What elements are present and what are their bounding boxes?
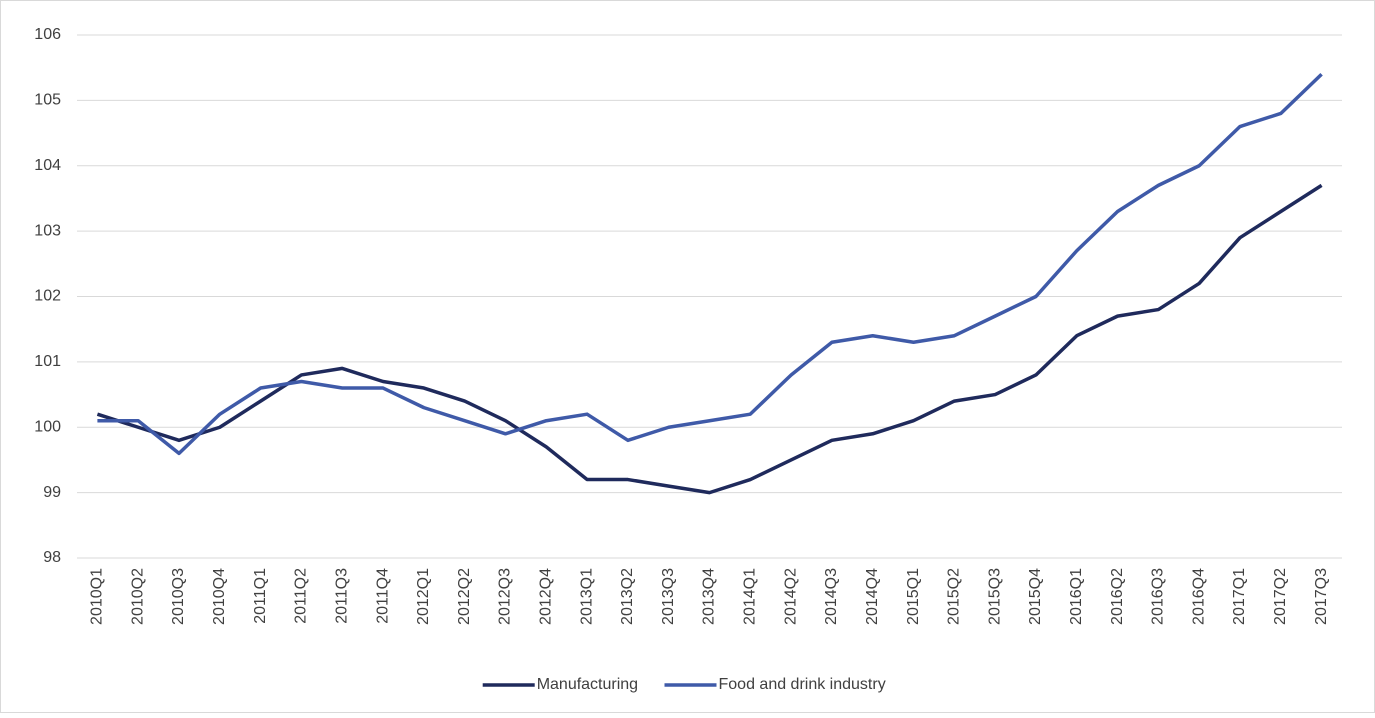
y-tick-label: 106 <box>34 26 61 43</box>
x-tick-label: 2017Q3 <box>1313 568 1330 625</box>
x-tick-label: 2012Q1 <box>415 568 432 625</box>
x-tick-label: 2011Q4 <box>374 568 391 624</box>
x-tick-label: 2014Q2 <box>782 568 799 625</box>
x-tick-label: 2011Q2 <box>293 568 310 624</box>
y-tick-label: 105 <box>34 92 61 109</box>
x-tick-label: 2016Q1 <box>1068 568 1085 625</box>
x-tick-label: 2016Q2 <box>1109 568 1126 625</box>
x-tick-label: 2015Q1 <box>905 568 922 625</box>
series-line <box>96 183 1323 495</box>
y-tick-label: 103 <box>34 222 61 239</box>
legend-label: Food and drink industry <box>719 676 886 693</box>
y-tick-label: 99 <box>43 484 61 501</box>
x-tick-label: 2014Q1 <box>742 568 759 625</box>
legend-label: Manufacturing <box>537 676 638 693</box>
x-tick-label: 2017Q2 <box>1272 568 1289 625</box>
x-tick-label: 2010Q2 <box>129 568 146 625</box>
x-tick-label: 2014Q4 <box>864 568 881 625</box>
x-tick-label: 2013Q3 <box>660 568 677 625</box>
y-tick-label: 100 <box>34 418 61 435</box>
x-tick-label: 2012Q4 <box>537 568 554 625</box>
x-tick-label: 2010Q1 <box>89 568 106 625</box>
y-tick-label: 102 <box>34 288 61 305</box>
y-tick-label: 104 <box>34 157 61 174</box>
x-tick-label: 2010Q4 <box>211 568 228 625</box>
x-tick-label: 2017Q1 <box>1231 568 1248 625</box>
series-line <box>97 72 1323 456</box>
x-tick-label: 2015Q4 <box>1027 568 1044 625</box>
x-tick-label: 2016Q4 <box>1190 568 1207 625</box>
x-tick-label: 2011Q3 <box>333 568 350 624</box>
x-tick-label: 2012Q3 <box>497 568 514 625</box>
y-tick-label: 101 <box>34 353 61 370</box>
x-tick-label: 2010Q3 <box>170 568 187 625</box>
y-tick-label: 98 <box>43 549 61 566</box>
x-tick-label: 2014Q3 <box>823 568 840 625</box>
x-tick-label: 2011Q1 <box>252 568 269 624</box>
x-tick-label: 2015Q3 <box>986 568 1003 625</box>
x-tick-label: 2013Q4 <box>701 568 718 625</box>
x-tick-label: 2013Q2 <box>619 568 636 625</box>
x-tick-label: 2013Q1 <box>578 568 595 625</box>
x-tick-label: 2016Q3 <box>1150 568 1167 625</box>
x-tick-label: 2015Q2 <box>946 568 963 625</box>
x-tick-label: 2012Q2 <box>456 568 473 625</box>
